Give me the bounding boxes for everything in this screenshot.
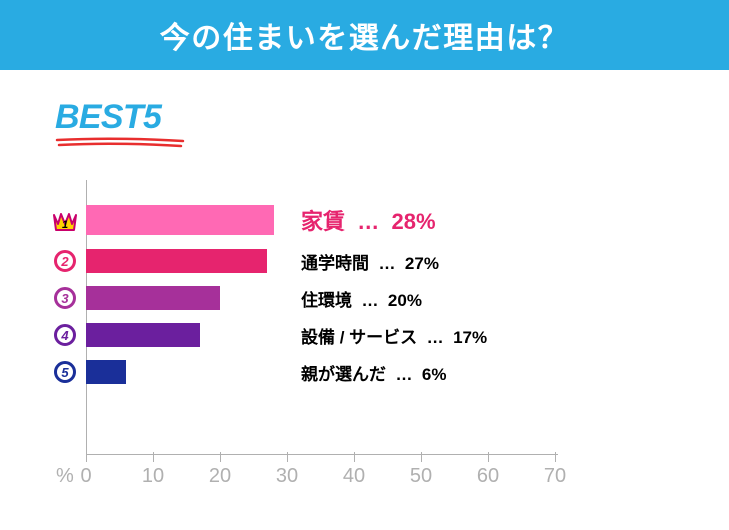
crown-icon: 1 [50, 204, 80, 236]
x-tick-label: 30 [276, 465, 298, 488]
x-tick-label: 20 [209, 465, 231, 488]
page-title: 今の住まいを選んだ理由は？ [160, 13, 570, 57]
bar-label: 家賃 … 28% [301, 204, 436, 236]
bar-label: 設備 / サービス … 17% [301, 323, 487, 348]
bar-track [86, 319, 200, 351]
bar-row: 4 設備 / サービス … 17% [50, 319, 700, 351]
bar-row: 5 親が選んだ … 6% [50, 356, 700, 388]
bar [86, 249, 267, 273]
bar [86, 286, 220, 310]
x-tick-label: 40 [343, 465, 365, 488]
rank-number: 4 [54, 324, 76, 346]
percent-symbol: % [56, 465, 74, 488]
x-tick [287, 452, 288, 462]
bar-label: 通学時間 … 27% [301, 249, 439, 274]
x-tick [86, 452, 87, 462]
rank-circle-icon: 3 [50, 282, 80, 314]
x-tick [153, 452, 154, 462]
x-tick [555, 452, 556, 462]
bar-row: 2 通学時間 … 27% [50, 245, 700, 277]
bar-label: 親が選んだ … 6% [301, 360, 446, 385]
svg-text:1: 1 [62, 219, 68, 231]
best5-badge: BEST5 [55, 100, 185, 153]
bar-track [86, 282, 220, 314]
header-banner: 今の住まいを選んだ理由は？ [0, 0, 729, 70]
rank-circle-icon: 4 [50, 319, 80, 351]
x-tick [220, 452, 221, 462]
bar-track [86, 200, 274, 240]
x-tick-label: 70 [544, 465, 566, 488]
x-tick [354, 452, 355, 462]
rank-number: 5 [54, 361, 76, 383]
x-tick-label: 10 [142, 465, 164, 488]
bar-row: 3 住環境 … 20% [50, 282, 700, 314]
x-tick [421, 452, 422, 462]
bars-container: 1 家賃 … 28% 2 通学時間 … 27% 3 住環境 … 20% 4 設備 / サービ… [50, 200, 700, 388]
x-tick-label: 60 [477, 465, 499, 488]
bar [86, 205, 274, 235]
best5-text: BEST5 [55, 100, 185, 134]
x-tick-label: 50 [410, 465, 432, 488]
rank-number: 2 [54, 250, 76, 272]
bar-label: 住環境 … 20% [301, 286, 422, 311]
bar-chart: % 0 10 20 30 40 50 60 70 1 家賃 … 28% 2 通学時間 … 27% 3… [50, 180, 700, 530]
rank-number: 3 [54, 287, 76, 309]
bar [86, 360, 126, 384]
best5-underline-icon [55, 136, 185, 148]
bar [86, 323, 200, 347]
bar-track [86, 245, 267, 277]
x-tick-label: 0 [80, 465, 91, 488]
rank-circle-icon: 2 [50, 245, 80, 277]
rank-circle-icon: 5 [50, 356, 80, 388]
bar-track [86, 356, 126, 388]
bar-row: 1 家賃 … 28% [50, 200, 700, 240]
x-tick [488, 452, 489, 462]
